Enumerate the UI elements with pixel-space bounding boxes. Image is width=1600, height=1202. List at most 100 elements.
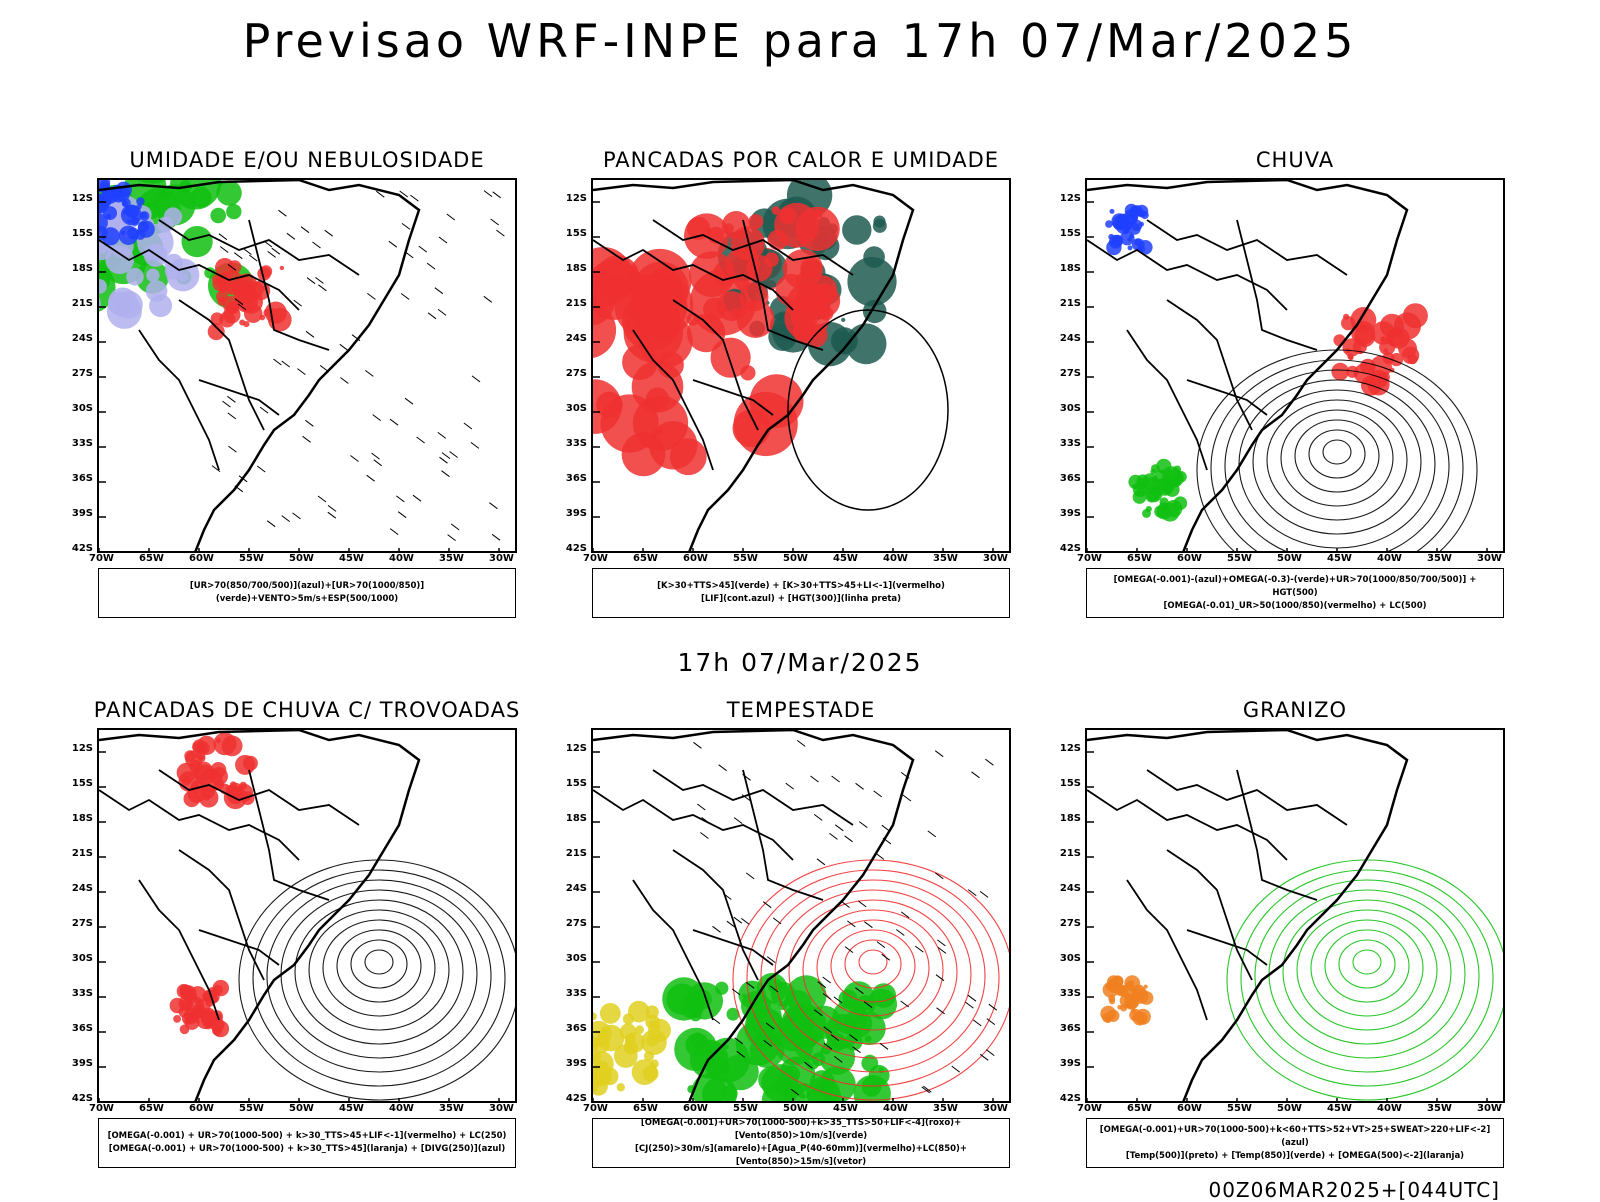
lat-tick-label: 27S [566, 918, 587, 929]
field-patch [164, 207, 182, 225]
field-patch [1130, 212, 1139, 221]
field-patch [646, 387, 669, 410]
wind-vector [972, 772, 980, 778]
coastline [1087, 730, 1407, 1103]
wind-vector [328, 512, 336, 518]
wind-vector [293, 513, 301, 519]
field-patch [119, 226, 138, 245]
panel-title-granizo: GRANIZO [1065, 698, 1525, 722]
wind-vector [442, 453, 450, 459]
wind-vector [228, 446, 236, 452]
wind-vector [401, 294, 409, 300]
field-patch [1354, 372, 1358, 376]
field-patch [122, 198, 131, 207]
map-canvas [99, 730, 517, 1103]
lon-tick-label: 50W [783, 553, 808, 564]
field-patch [1139, 222, 1144, 227]
field-patch [138, 221, 155, 238]
mid-title: 17h 07/Mar/2025 [0, 648, 1600, 677]
country-border [693, 930, 773, 965]
contour-line [253, 870, 505, 1086]
field-patch [819, 306, 833, 320]
field-patch [1167, 484, 1174, 491]
wind-vector [980, 1054, 988, 1060]
wind-vector [915, 946, 923, 952]
wind-vector [405, 398, 413, 404]
wind-vector [830, 833, 838, 839]
panel-title-pancadas-calor: PANCADAS POR CALOR E UMIDADE [571, 148, 1031, 172]
lat-tick-label: 36S [1060, 473, 1081, 484]
field-patch [793, 320, 817, 344]
wind-vector [244, 249, 252, 255]
contour-line [1267, 400, 1407, 520]
lon-tick-label: 45W [833, 553, 858, 564]
field-patch [1136, 478, 1147, 489]
contour-line [337, 930, 421, 1002]
wind-vector [876, 853, 884, 859]
contour-line [1309, 430, 1365, 478]
field-patch [1388, 327, 1409, 348]
field-patch [1144, 985, 1148, 989]
legend-tempestade: [OMEGA(-0.001)+UR>70(1000-500)+k>35_TTS>… [592, 1118, 1010, 1168]
lat-tick-label: 39S [1060, 508, 1081, 519]
field-patch [645, 1015, 660, 1030]
wind-vector [989, 1004, 997, 1010]
lat-tick-label: 33S [72, 988, 93, 999]
lon-tick-label: 60W [1177, 553, 1202, 564]
lon-tick-label: 55W [239, 1103, 264, 1114]
wind-vector [315, 277, 323, 283]
lat-tick-label: 24S [566, 333, 587, 344]
lon-tick-label: 40W [1377, 553, 1402, 564]
wind-vector [303, 436, 311, 442]
wind-vector [817, 859, 825, 865]
map-umidade [97, 178, 517, 553]
wind-vector [471, 442, 479, 448]
contour-line [845, 940, 901, 988]
wind-vector [847, 921, 855, 927]
main-title: Previsao WRF-INPE para 17h 07/Mar/2025 [0, 14, 1600, 68]
lat-tick-label: 33S [72, 438, 93, 449]
lat-tick-label: 36S [566, 1023, 587, 1034]
lat-tick-label: 21S [72, 848, 93, 859]
legend-line: [K>30+TTS>45](verde) + [K>30+TTS>45+LI<-… [597, 580, 1005, 593]
field-patch [657, 352, 684, 379]
field-patch [1127, 1003, 1132, 1008]
lon-tick-label: 45W [1327, 553, 1352, 564]
lon-tick-label: 30W [983, 553, 1008, 564]
country-border [1237, 220, 1317, 350]
field-patch [1343, 314, 1349, 320]
legend-chuva: [OMEGA(-0.001)-(azul)+OMEGA(-0.3)-(verde… [1086, 568, 1504, 618]
field-patch [717, 291, 747, 321]
field-patch [780, 207, 797, 224]
field-patch [121, 231, 125, 235]
lat-tick-label: 21S [566, 848, 587, 859]
field-patch [173, 1015, 181, 1023]
lon-tick-label: 60W [683, 553, 708, 564]
wind-vector [389, 241, 397, 247]
lon-tick-label: 65W [1127, 1103, 1152, 1114]
legend-line: [UR>70(850/700/500)](azul)+[UR>70(1000/8… [103, 580, 511, 606]
wind-vector [859, 822, 867, 828]
wind-vector [937, 940, 945, 946]
lon-tick-label: 50W [1277, 1103, 1302, 1114]
wind-vector [973, 1020, 981, 1026]
legend-line: [CJ(250)>30m/s](amarelo)+[Agua_P(40-60mm… [597, 1143, 1005, 1169]
wind-vector [719, 765, 727, 771]
legend-granizo: [OMEGA(-0.001)+UR>70(1000-500)+k<60+TTS>… [1086, 1118, 1504, 1168]
contour-line [1225, 370, 1449, 553]
lat-tick-label: 15S [72, 778, 93, 789]
field-patch [598, 1033, 603, 1038]
legend-line: [OMEGA(-0.01)_UR>50(1000/850)(vermelho) … [1091, 600, 1499, 613]
wind-vector [257, 466, 265, 472]
lon-tick-label: 70W [89, 1103, 114, 1114]
field-patch [126, 268, 144, 286]
lat-tick-label: 21S [1060, 298, 1081, 309]
wind-vector [398, 512, 406, 518]
lat-tick-label: 12S [1060, 193, 1081, 204]
wind-vector [373, 415, 381, 421]
lat-tick-label: 30S [72, 953, 93, 964]
wind-vector [874, 791, 882, 797]
country-border [1167, 850, 1252, 980]
contour-line [267, 880, 491, 1072]
